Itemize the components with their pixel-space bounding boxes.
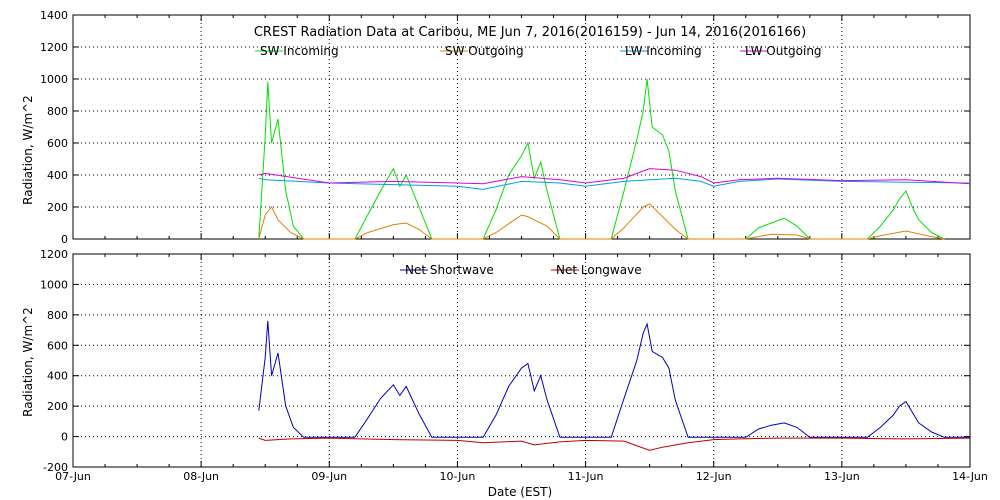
legend-label-net-shortwave: Net Shortwave — [405, 263, 494, 277]
bottom-y-tick-label: 800 — [47, 309, 68, 322]
x-tick-label: 11-Jun — [568, 470, 604, 483]
x-tick-label: 14-Jun — [952, 470, 988, 483]
top-y-tick-label: 1200 — [40, 41, 68, 54]
top-y-tick-label: 0 — [61, 233, 68, 246]
series-line-lw-incoming — [258, 177, 971, 190]
top-y-tick-label: 400 — [47, 169, 68, 182]
chart-title: CREST Radiation Data at Caribou, ME Jun … — [254, 25, 806, 40]
x-tick-label: 09-Jun — [311, 470, 347, 483]
bottom-y-tick-label: 400 — [47, 370, 68, 383]
top-y-tick-label: 800 — [47, 105, 68, 118]
series-line-lw-outgoing — [258, 168, 971, 185]
x-tick-label: 10-Jun — [440, 470, 476, 483]
series-line-net-shortwave — [258, 320, 970, 438]
top-y-tick-label: 1000 — [40, 73, 68, 86]
legend-label-sw-incoming: SW Incoming — [260, 44, 339, 58]
x-tick-label: 12-Jun — [696, 470, 732, 483]
legend-label-lw-outgoing: LW Outgoing — [745, 44, 822, 58]
series-line-net-longwave — [258, 437, 971, 451]
bottom-y-tick-label: 1000 — [40, 278, 68, 291]
legend-label-sw-outgoing: SW Outgoing — [445, 44, 524, 58]
bottom-y-tick-label: 200 — [47, 400, 68, 413]
bottom-y-axis-label: Radiation, W/m^2 — [21, 307, 35, 417]
bottom-y-tick-label: 0 — [61, 431, 68, 444]
x-tick-label: 08-Jun — [183, 470, 219, 483]
top-y-tick-label: 1400 — [40, 9, 68, 22]
top-y-tick-label: 600 — [47, 137, 68, 150]
plot-layer: 0 200 400 600 800 1000 1200 1400 SW Incoming SW O… — [40, 9, 988, 483]
legend-label-net-longwave: Net Longwave — [556, 263, 642, 277]
x-axis-label: Date (EST) — [488, 485, 552, 499]
x-tick-label: 07-Jun — [55, 470, 91, 483]
x-tick-label: 13-Jun — [824, 470, 860, 483]
top-y-tick-label: 200 — [47, 201, 68, 214]
bottom-y-tick-label: 1200 — [40, 248, 68, 261]
bottom-y-tick-label: -200 — [43, 461, 68, 474]
top-y-axis-label: Radiation, W/m^2 — [21, 95, 35, 205]
bottom-y-tick-label: 600 — [47, 339, 68, 352]
legend-label-lw-incoming: LW Incoming — [625, 44, 702, 58]
series-line-sw-outgoing — [258, 203, 945, 240]
